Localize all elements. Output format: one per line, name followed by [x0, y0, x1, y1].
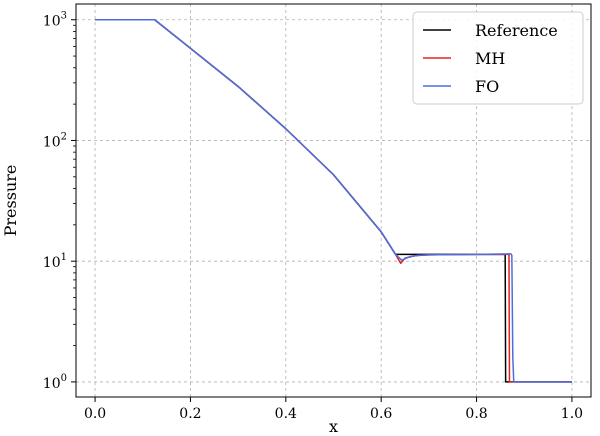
y-tick-label-base: 10: [43, 255, 61, 271]
x-tick-label: 0.4: [275, 406, 297, 422]
legend-label: MH: [475, 49, 505, 68]
legend-label: FO: [475, 77, 499, 96]
legend-box: [412, 11, 584, 105]
y-tick-label-exponent: 1: [61, 252, 67, 263]
legend-label: Reference: [475, 21, 558, 40]
x-tick-label: 0.6: [370, 406, 392, 422]
series-line-fo: [95, 18, 572, 383]
x-tick-label: 0.8: [465, 406, 487, 422]
y-axis-label: Pressure: [1, 165, 20, 237]
y-tick-label-base: 10: [43, 134, 61, 150]
x-axis-label: x: [329, 417, 338, 436]
series-layer: [95, 18, 572, 383]
y-tick-label: 101: [43, 252, 67, 271]
plot-frame: [75, 3, 592, 398]
x-tick-label: 0.0: [84, 406, 106, 422]
y-tick-label-base: 10: [43, 376, 61, 392]
x-tick-label: 1.0: [561, 406, 583, 422]
y-tick-label-exponent: 2: [61, 131, 67, 142]
y-tick-label: 103: [43, 11, 67, 30]
y-tick-label-base: 10: [43, 14, 61, 30]
y-tick-label: 102: [43, 131, 67, 150]
legend: Reference MH FO: [412, 11, 584, 105]
y-tick-label: 100: [43, 373, 67, 392]
x-tick-label: 0.2: [179, 406, 201, 422]
y-tick-label-exponent: 0: [61, 373, 67, 384]
grid: [76, 4, 591, 397]
y-tick-label-exponent: 3: [61, 11, 67, 22]
